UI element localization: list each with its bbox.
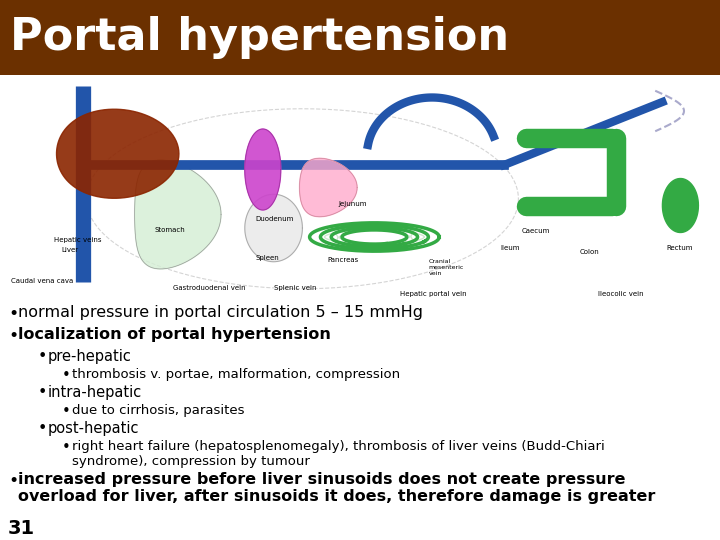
Text: thrombosis v. portae, malformation, compression: thrombosis v. portae, malformation, comp… — [72, 368, 400, 381]
Text: Hepatic veins: Hepatic veins — [54, 238, 102, 244]
Text: Caudal vena cava: Caudal vena cava — [11, 278, 73, 284]
Text: Spleen: Spleen — [256, 255, 279, 261]
Text: Ileocolic vein: Ileocolic vein — [598, 292, 643, 298]
Text: Splenic vein: Splenic vein — [274, 285, 316, 291]
Text: Ileum: Ileum — [500, 245, 520, 251]
Text: •: • — [62, 368, 71, 383]
Polygon shape — [245, 129, 281, 210]
Text: Liver: Liver — [61, 247, 78, 253]
Text: Duodenum: Duodenum — [256, 216, 294, 222]
Text: Cranial
mesenteric
vein: Cranial mesenteric vein — [428, 259, 464, 276]
Text: Caecum: Caecum — [522, 228, 550, 234]
Bar — [0, 0, 720, 75]
Text: 31: 31 — [8, 519, 35, 538]
Text: Portal hypertension: Portal hypertension — [10, 16, 509, 59]
Text: •: • — [62, 404, 71, 419]
Text: due to cirrhosis, parasites: due to cirrhosis, parasites — [72, 404, 245, 417]
Polygon shape — [135, 160, 221, 269]
Text: Gastroduodenal vein: Gastroduodenal vein — [173, 285, 246, 291]
Text: normal pressure in portal circulation 5 – 15 mmHg: normal pressure in portal circulation 5 … — [18, 305, 423, 320]
Text: Jejunum: Jejunum — [338, 201, 367, 207]
Text: •: • — [8, 327, 18, 345]
Text: Hepatic portal vein: Hepatic portal vein — [400, 292, 467, 298]
Text: •: • — [38, 349, 48, 364]
Text: Rectum: Rectum — [666, 245, 693, 251]
Text: right heart failure (hepatosplenomegaly), thrombosis of liver veins (Budd-Chiari: right heart failure (hepatosplenomegaly)… — [72, 440, 605, 468]
Text: Pancreas: Pancreas — [328, 256, 359, 262]
Text: Stomach: Stomach — [155, 227, 186, 233]
Text: post-hepatic: post-hepatic — [48, 421, 140, 436]
Text: •: • — [8, 305, 18, 323]
Polygon shape — [245, 194, 302, 262]
Text: •: • — [38, 385, 48, 400]
Text: intra-hepatic: intra-hepatic — [48, 385, 143, 400]
Polygon shape — [300, 158, 357, 217]
Text: localization of portal hypertension: localization of portal hypertension — [18, 327, 331, 342]
Polygon shape — [57, 109, 179, 198]
Text: •: • — [62, 440, 71, 455]
Bar — [0, 75, 720, 300]
Polygon shape — [662, 179, 698, 233]
Text: increased pressure before liver sinusoids does not create pressure
overload for : increased pressure before liver sinusoid… — [18, 472, 655, 504]
Text: •: • — [8, 472, 18, 490]
Text: pre-hepatic: pre-hepatic — [48, 349, 132, 364]
Text: Colon: Colon — [580, 248, 599, 255]
Text: •: • — [38, 421, 48, 436]
